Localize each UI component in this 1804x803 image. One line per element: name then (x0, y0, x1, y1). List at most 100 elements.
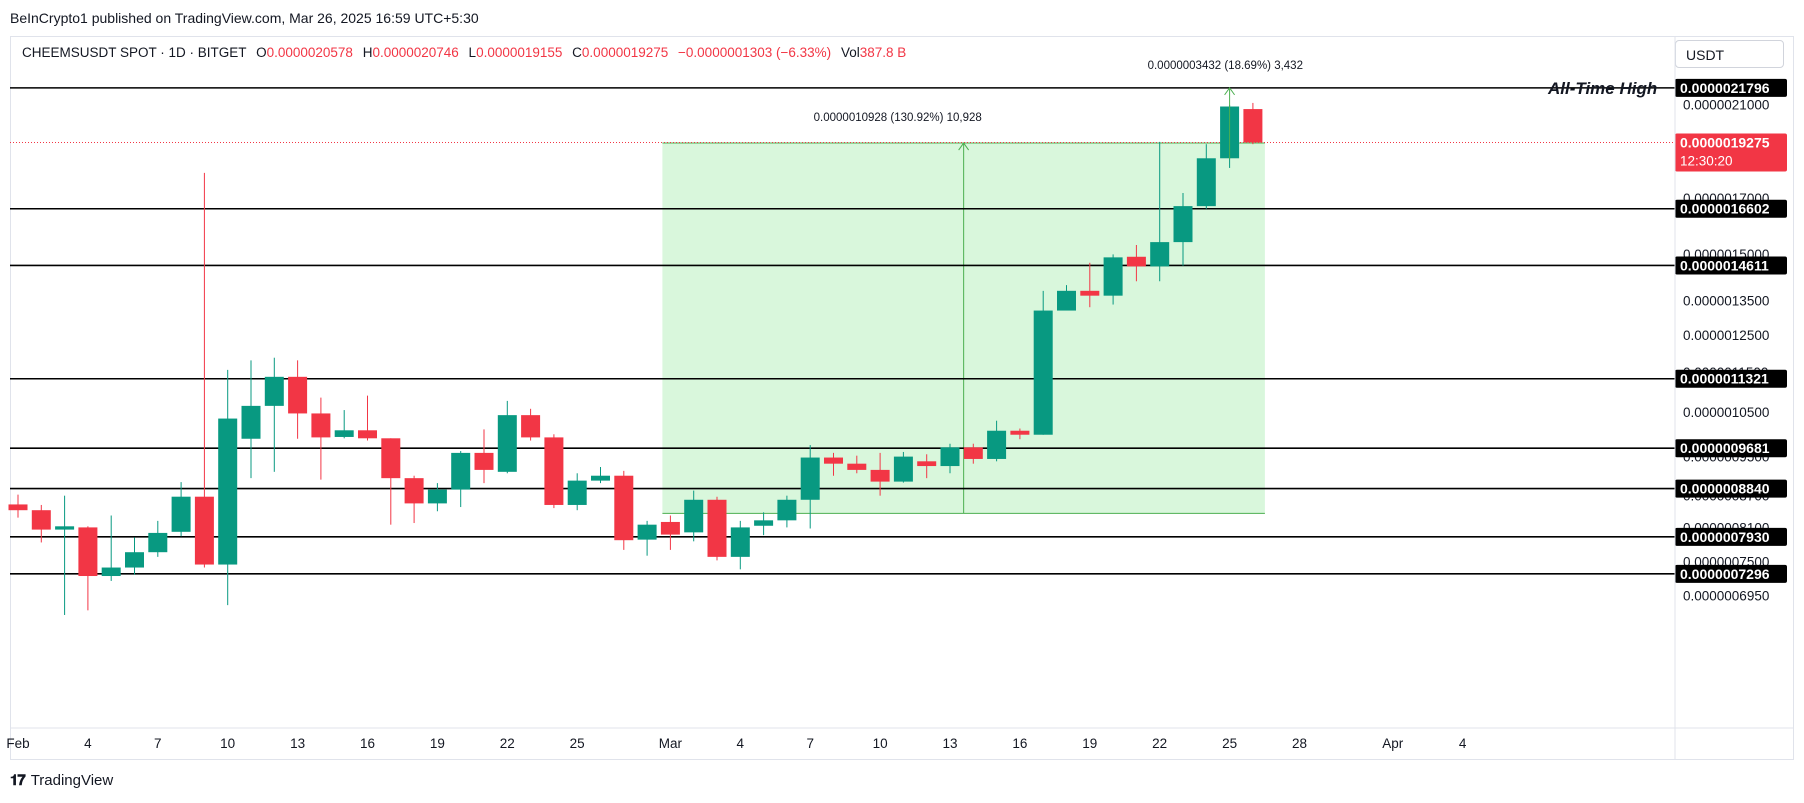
measure-arrowhead (1224, 87, 1236, 96)
x-tick-label: 7 (806, 736, 814, 751)
candle-body (591, 475, 610, 481)
open-value: 0.0000020578 (266, 45, 353, 60)
x-tick-label: 28 (1292, 736, 1307, 751)
price-level-badge (1675, 479, 1787, 498)
candle-body (754, 520, 774, 526)
last-price-badge-text: 0.0000019275 (1680, 134, 1770, 150)
x-tick-label: 22 (500, 736, 515, 751)
candle-body (567, 480, 587, 505)
candle-body (1080, 290, 1100, 296)
candle-body (1150, 242, 1170, 267)
candle-body (1243, 109, 1263, 143)
candle-body (707, 499, 727, 557)
candle-body (824, 457, 843, 464)
candle-body (218, 418, 238, 565)
x-tick-label: 22 (1152, 736, 1167, 751)
x-tick-label: Mar (659, 736, 683, 751)
close-value: 0.0000019275 (581, 45, 669, 60)
candle-body (1126, 256, 1146, 267)
y-tick-label: 0.0000012500 (1683, 328, 1769, 343)
x-tick-label: 16 (360, 736, 375, 751)
candle-body (1103, 257, 1123, 296)
price-level-badge (1675, 369, 1787, 388)
price-level-badge (1675, 256, 1787, 275)
price-level-badge-text: 0.0000016602 (1680, 201, 1770, 217)
candle-body (987, 430, 1007, 459)
price-level-badge (1675, 78, 1787, 97)
x-tick-label: 7 (154, 736, 162, 751)
candle-body (800, 457, 820, 500)
volume-value: 387.8 B (859, 45, 907, 60)
x-tick-label: 4 (1459, 736, 1467, 751)
brand-name: TradingView (30, 772, 114, 789)
candle-body (637, 524, 657, 540)
last-price-badge (1675, 133, 1787, 172)
x-tick-label: 13 (942, 736, 957, 751)
price-level-badge-text: 0.0000007930 (1680, 529, 1770, 545)
price-level-badge-text: 0.0000007296 (1680, 566, 1770, 582)
candle-body (148, 532, 168, 553)
price-level-badge (1675, 564, 1787, 583)
x-tick-label: 10 (873, 736, 888, 751)
publisher-line: BeInCrypto1 published on TradingView.com… (10, 10, 479, 26)
countdown-text: 12:30:20 (1680, 153, 1733, 168)
candle-body (125, 552, 144, 568)
axis-layer: 0.00000210000.00000170000.00000150000.00… (6, 36, 1794, 760)
candle-body (660, 521, 680, 535)
price-level-badge (1675, 199, 1787, 218)
candle-body (171, 496, 191, 532)
price-level-badge-text: 0.0000014611 (1680, 257, 1769, 273)
candle-body (917, 461, 937, 467)
x-tick-label: 19 (430, 736, 445, 751)
price-level-layer (10, 87, 1675, 575)
low-value: 0.0000019155 (476, 45, 563, 60)
price-level-badge-text: 0.0000021796 (1680, 80, 1770, 96)
candle-body (78, 527, 98, 577)
candle-body (684, 499, 704, 533)
change-value: −0.0000001303 (−6.33%) (678, 45, 832, 60)
close-label: C (572, 45, 582, 60)
ohlc-info-line: CHEEMSUSDT SPOT · 1D · BITGET O0.0000020… (22, 45, 906, 60)
candle-body (427, 489, 447, 504)
price-level-badge-text: 0.0000009681 (1680, 440, 1770, 456)
x-tick-label: 4 (737, 736, 745, 751)
candle-body (1173, 206, 1193, 243)
x-tick-label: 25 (1222, 736, 1237, 751)
low-label: L (468, 45, 477, 60)
candle-body (893, 456, 913, 482)
tradingview-logo-icon: 𝟏𝟕 (10, 772, 26, 789)
candle-body (381, 438, 401, 479)
x-tick-label: 25 (570, 736, 585, 751)
chart-frame (10, 36, 1794, 760)
candle-body (241, 405, 261, 439)
footer-brand: 𝟏𝟕 TradingView (10, 772, 113, 789)
candle-body (288, 376, 308, 414)
candles-layer (8, 102, 1263, 615)
candle-body (963, 447, 983, 459)
candle-body (940, 447, 960, 467)
candle-body (1196, 158, 1216, 207)
open-label: O (256, 45, 267, 60)
candle-body (521, 415, 541, 438)
candle-body (404, 478, 424, 504)
candle-body (31, 510, 51, 530)
measure-arrow-label: 0.0000003432 (18.69%) 3,432 (1148, 60, 1303, 72)
high-label: H (362, 45, 373, 60)
candle-body (358, 430, 377, 439)
y-tick-label: 0.0000013500 (1683, 294, 1769, 309)
x-tick-label: 16 (1012, 736, 1027, 751)
candle-body (870, 469, 890, 482)
price-level-badge (1675, 439, 1787, 458)
price-level-badge-text: 0.0000011321 (1680, 371, 1769, 387)
volume-label: Vol (840, 45, 860, 60)
candle-body (497, 415, 517, 472)
candle-body (1033, 310, 1053, 435)
x-tick-label: Apr (1382, 736, 1404, 751)
candle-body (474, 452, 494, 470)
price-level-badge (1675, 527, 1787, 546)
candle-body (8, 504, 28, 511)
all-time-high-label: All-Time High (1547, 79, 1657, 98)
symbol-title[interactable]: CHEEMSUSDT SPOT · 1D · BITGET (22, 45, 247, 60)
candle-body (614, 475, 634, 541)
